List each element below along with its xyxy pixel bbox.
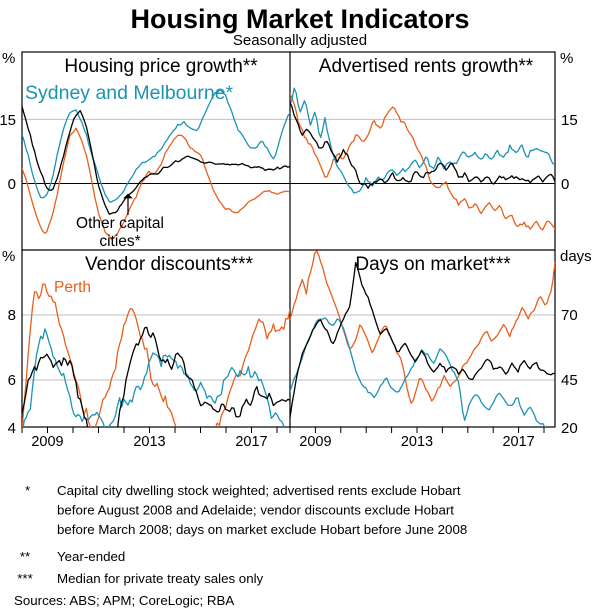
svg-text:Year-ended: Year-ended — [57, 549, 125, 564]
svg-text:2009: 2009 — [31, 434, 63, 450]
svg-text:Median for private treaty sale: Median for private treaty sales only — [57, 571, 264, 586]
svg-text:45: 45 — [561, 372, 578, 389]
svg-text:before August 2008 and Adelaid: before August 2008 and Adelaide; vendor … — [57, 503, 454, 518]
svg-text:2013: 2013 — [401, 434, 433, 450]
svg-text:0: 0 — [561, 176, 569, 193]
svg-text:Housing price growth**: Housing price growth** — [64, 56, 258, 77]
svg-text:2017: 2017 — [502, 434, 534, 450]
svg-text:70: 70 — [561, 307, 578, 324]
svg-text:cities*: cities* — [99, 233, 140, 250]
svg-text:**: ** — [20, 549, 30, 564]
svg-text:15: 15 — [0, 112, 16, 129]
svg-text:before March 2008; days on mar: before March 2008; days on market exclud… — [57, 522, 467, 537]
svg-text:%: % — [2, 248, 15, 265]
svg-text:days: days — [560, 248, 592, 265]
svg-text:8: 8 — [8, 307, 16, 324]
svg-text:2009: 2009 — [299, 434, 331, 450]
svg-text:20: 20 — [561, 420, 578, 437]
svg-text:*: * — [25, 483, 30, 498]
svg-text:Capital city dwelling stock we: Capital city dwelling stock weighted; ad… — [57, 483, 461, 498]
svg-text:Days on market***: Days on market*** — [355, 254, 511, 275]
svg-text:6: 6 — [8, 372, 16, 389]
svg-text:Sources: ABS; APM; CoreLogic;: Sources: ABS; APM; CoreLogic; RBA — [14, 593, 234, 608]
svg-text:2017: 2017 — [235, 434, 267, 450]
svg-text:4: 4 — [8, 420, 16, 437]
svg-text:15: 15 — [561, 112, 578, 129]
svg-text:Other capital: Other capital — [76, 215, 164, 232]
svg-text:%: % — [560, 50, 573, 67]
svg-text:Advertised rents growth**: Advertised rents growth** — [319, 56, 534, 77]
svg-text:Vendor discounts***: Vendor discounts*** — [85, 254, 254, 275]
svg-text:Perth: Perth — [54, 279, 91, 296]
svg-text:***: *** — [17, 571, 33, 586]
svg-text:%: % — [2, 50, 15, 67]
svg-text:0: 0 — [8, 176, 16, 193]
svg-text:Sydney and Melbourne*: Sydney and Melbourne* — [25, 82, 234, 104]
svg-text:2013: 2013 — [133, 434, 165, 450]
